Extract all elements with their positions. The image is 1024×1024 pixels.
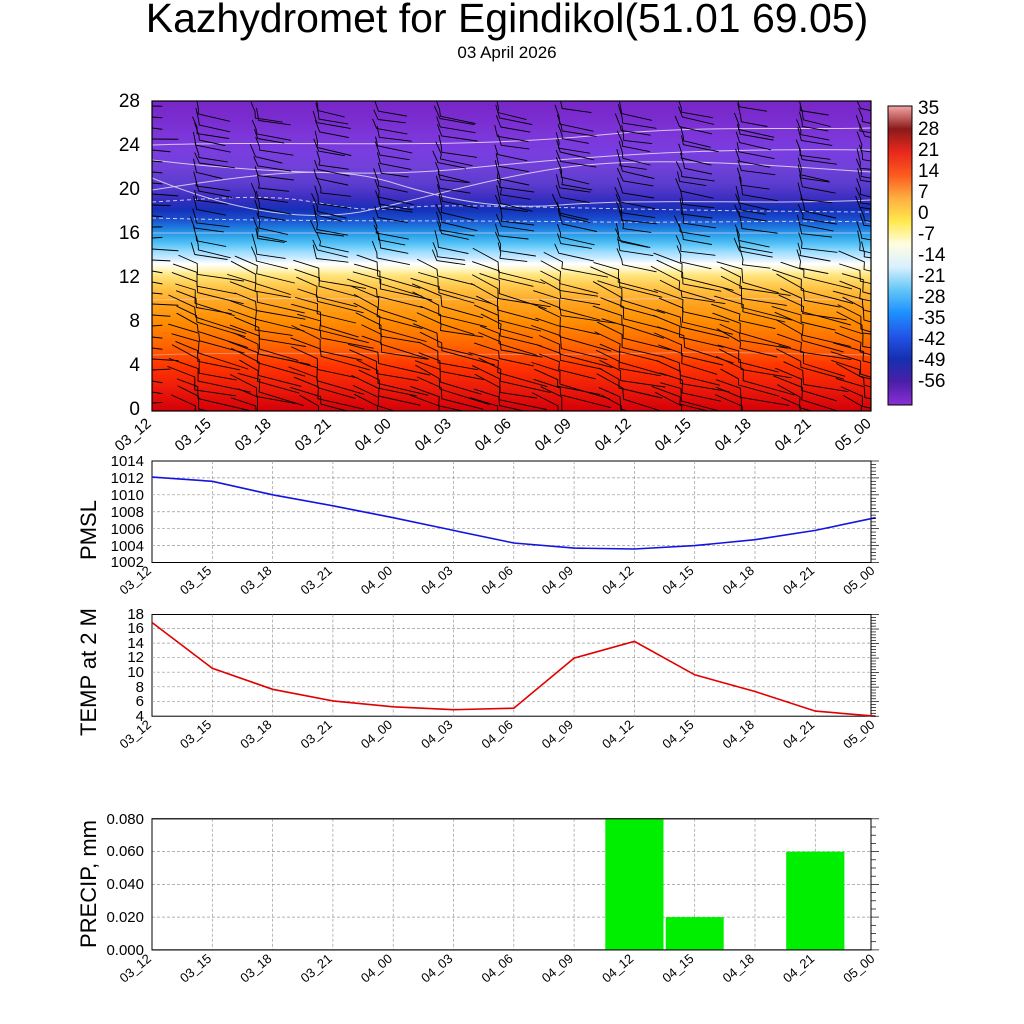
svg-text:1010: 1010: [111, 487, 144, 504]
svg-text:PRECIP, mm: PRECIP, mm: [76, 820, 101, 948]
svg-text:-35: -35: [918, 308, 945, 329]
svg-text:1014: 1014: [111, 453, 144, 470]
svg-text:-7: -7: [918, 224, 935, 245]
svg-text:1012: 1012: [111, 470, 144, 487]
svg-text:1008: 1008: [111, 504, 144, 521]
svg-text:28: 28: [119, 91, 140, 112]
svg-text:0: 0: [918, 203, 929, 224]
svg-text:16: 16: [119, 223, 140, 244]
svg-text:0.040: 0.040: [106, 876, 144, 893]
svg-text:03 April 2026: 03 April 2026: [457, 43, 556, 62]
svg-text:-42: -42: [918, 329, 945, 350]
svg-text:21: 21: [918, 140, 939, 161]
svg-text:8: 8: [129, 311, 140, 332]
svg-text:TEMP at 2 M: TEMP at 2 M: [76, 608, 101, 736]
svg-text:4: 4: [129, 355, 140, 376]
svg-text:0.060: 0.060: [106, 843, 144, 860]
svg-text:Kazhydromet for Egindikol(51.0: Kazhydromet for Egindikol(51.01 69.05): [146, 0, 868, 41]
svg-text:1006: 1006: [111, 521, 144, 538]
svg-text:-21: -21: [918, 266, 945, 287]
svg-text:-56: -56: [918, 371, 945, 392]
svg-text:-14: -14: [918, 245, 946, 266]
svg-text:35: 35: [918, 98, 939, 119]
svg-text:24: 24: [119, 135, 141, 156]
svg-text:12: 12: [119, 267, 140, 288]
svg-text:7: 7: [918, 182, 929, 203]
svg-text:1004: 1004: [111, 538, 144, 555]
svg-text:-49: -49: [918, 350, 945, 371]
svg-text:28: 28: [918, 119, 939, 140]
svg-text:0: 0: [129, 399, 140, 420]
svg-text:20: 20: [119, 179, 140, 200]
svg-text:0.020: 0.020: [106, 909, 144, 926]
svg-text:-28: -28: [918, 287, 945, 308]
svg-text:PMSL: PMSL: [76, 500, 101, 560]
svg-text:14: 14: [918, 161, 940, 182]
svg-text:0.080: 0.080: [106, 811, 144, 828]
